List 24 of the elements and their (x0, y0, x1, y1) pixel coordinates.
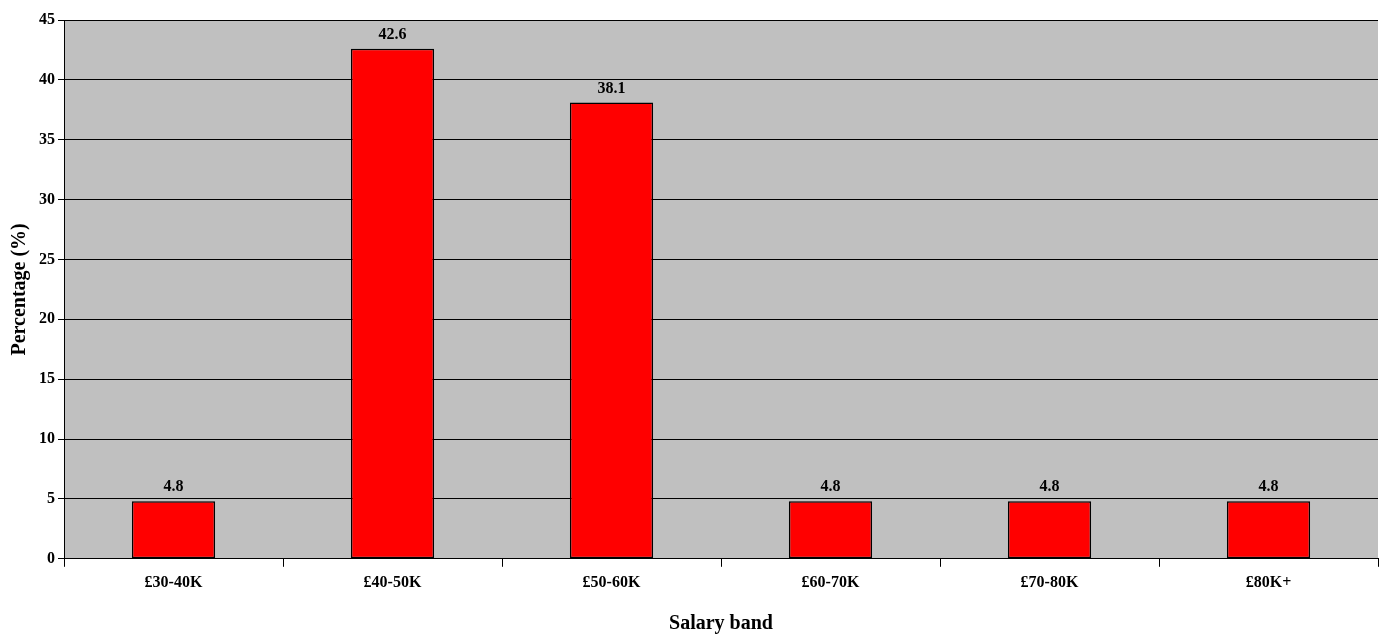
y-tick-label: 20 (39, 309, 55, 327)
x-axis-title: Salary band (669, 611, 773, 635)
data-label: 4.8 (163, 477, 184, 495)
x-tick-label: £80K+ (1245, 572, 1292, 590)
x-tick-label: £50-60K (582, 572, 641, 590)
y-tick-label: 5 (47, 489, 55, 507)
y-tick-label: 35 (39, 129, 55, 147)
y-tick-label: 0 (47, 548, 55, 566)
x-tick-label: £60-70K (801, 572, 860, 590)
x-tick-label: £40-50K (363, 572, 422, 590)
data-label: 38.1 (597, 78, 626, 96)
x-tick-label: £30-40K (144, 572, 203, 590)
y-tick-label: 45 (39, 10, 55, 28)
y-tick-label: 30 (39, 189, 55, 207)
y-axis-title: Percentage (%) (7, 223, 31, 356)
y-tick-label: 10 (39, 429, 55, 447)
y-tick-label: 25 (39, 249, 55, 267)
y-tick-label: 40 (39, 70, 55, 88)
y-tick-label: 15 (39, 369, 55, 387)
data-label: 4.8 (1039, 477, 1060, 495)
x-tick-label: £70-80K (1020, 572, 1079, 590)
data-label: 42.6 (378, 24, 407, 42)
data-label: 4.8 (1258, 477, 1279, 495)
data-label: 4.8 (820, 477, 841, 495)
